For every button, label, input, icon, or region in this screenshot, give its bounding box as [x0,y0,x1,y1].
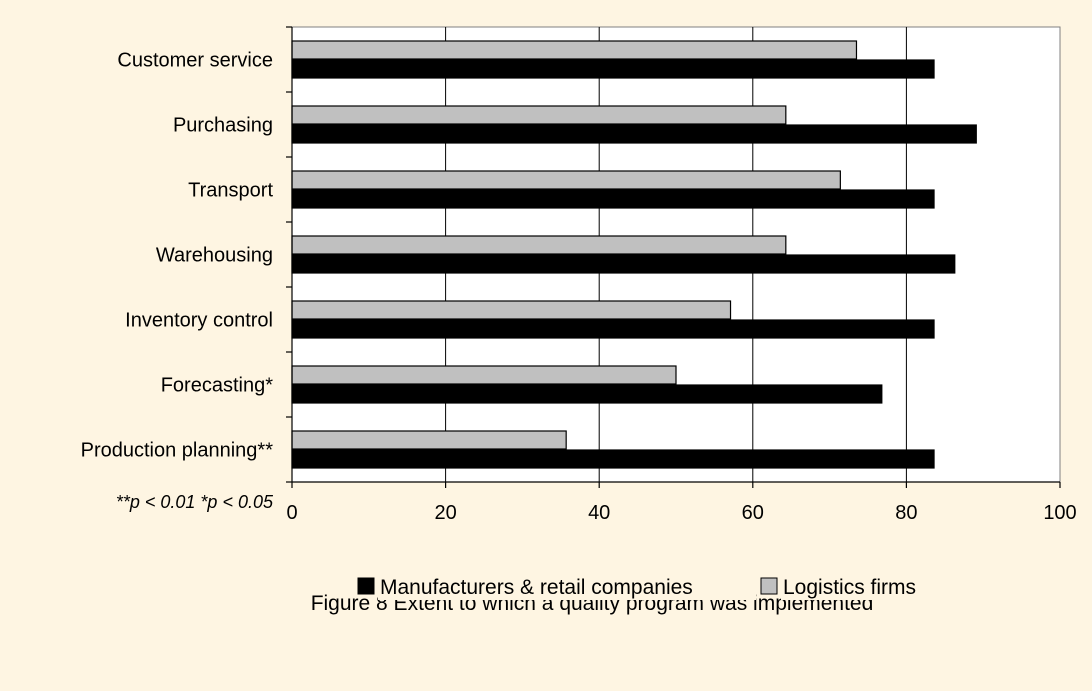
x-tick-label-40: 40 [588,502,610,524]
bar-logistics-0 [291,40,858,60]
legend-label-manufacturers: Manufacturers & retail companies [380,576,693,599]
legend-background-2 [781,574,961,600]
bar-logistics-3 [291,235,787,255]
legend-swatch-logistics [760,577,778,595]
x-tick-label-100: 100 [1043,502,1076,524]
bar-logistics-6 [291,430,567,450]
category-label-2: Transport [188,180,273,202]
category-label-0: Customer service [117,50,273,72]
bar-manufacturers-3 [291,254,956,274]
x-axis-ticks [291,482,1061,488]
x-tick-label-0: 0 [286,502,297,524]
bar-logistics-4 [291,300,732,320]
bar-logistics-5 [291,365,677,385]
bar-logistics-1 [291,105,787,125]
bar-logistics-2 [291,170,841,190]
bar-manufacturers-5 [291,384,883,404]
x-tick-labels: 0 20 40 60 80 100 [286,502,1076,524]
legend-label-logistics: Logistics firms [783,576,916,599]
x-tick-label-60: 60 [742,502,764,524]
bar-manufacturers-0 [291,59,935,79]
bar-manufacturers-4 [291,319,935,339]
category-label-3: Warehousing [156,245,273,267]
bar-manufacturers-6 [291,449,935,469]
x-tick-label-80: 80 [895,502,917,524]
legend: Manufacturers & retail companies Logisti… [357,574,961,600]
legend-swatch-manufacturers [357,577,375,595]
legend-background [378,574,756,600]
category-labels: Customer service Purchasing Transport Wareh… [81,50,274,462]
bars [291,40,977,469]
x-tick-label-20: 20 [434,502,456,524]
category-label-4: Inventory control [125,310,273,332]
significance-note: **p < 0.01 *p < 0.05 [116,492,274,512]
bar-manufacturers-2 [291,189,935,209]
bar-manufacturers-1 [291,124,977,144]
y-axis-ticks [286,26,292,483]
category-label-5: Forecasting* [161,375,273,397]
category-label-6: Production planning** [81,440,274,462]
category-label-1: Purchasing [173,115,273,137]
